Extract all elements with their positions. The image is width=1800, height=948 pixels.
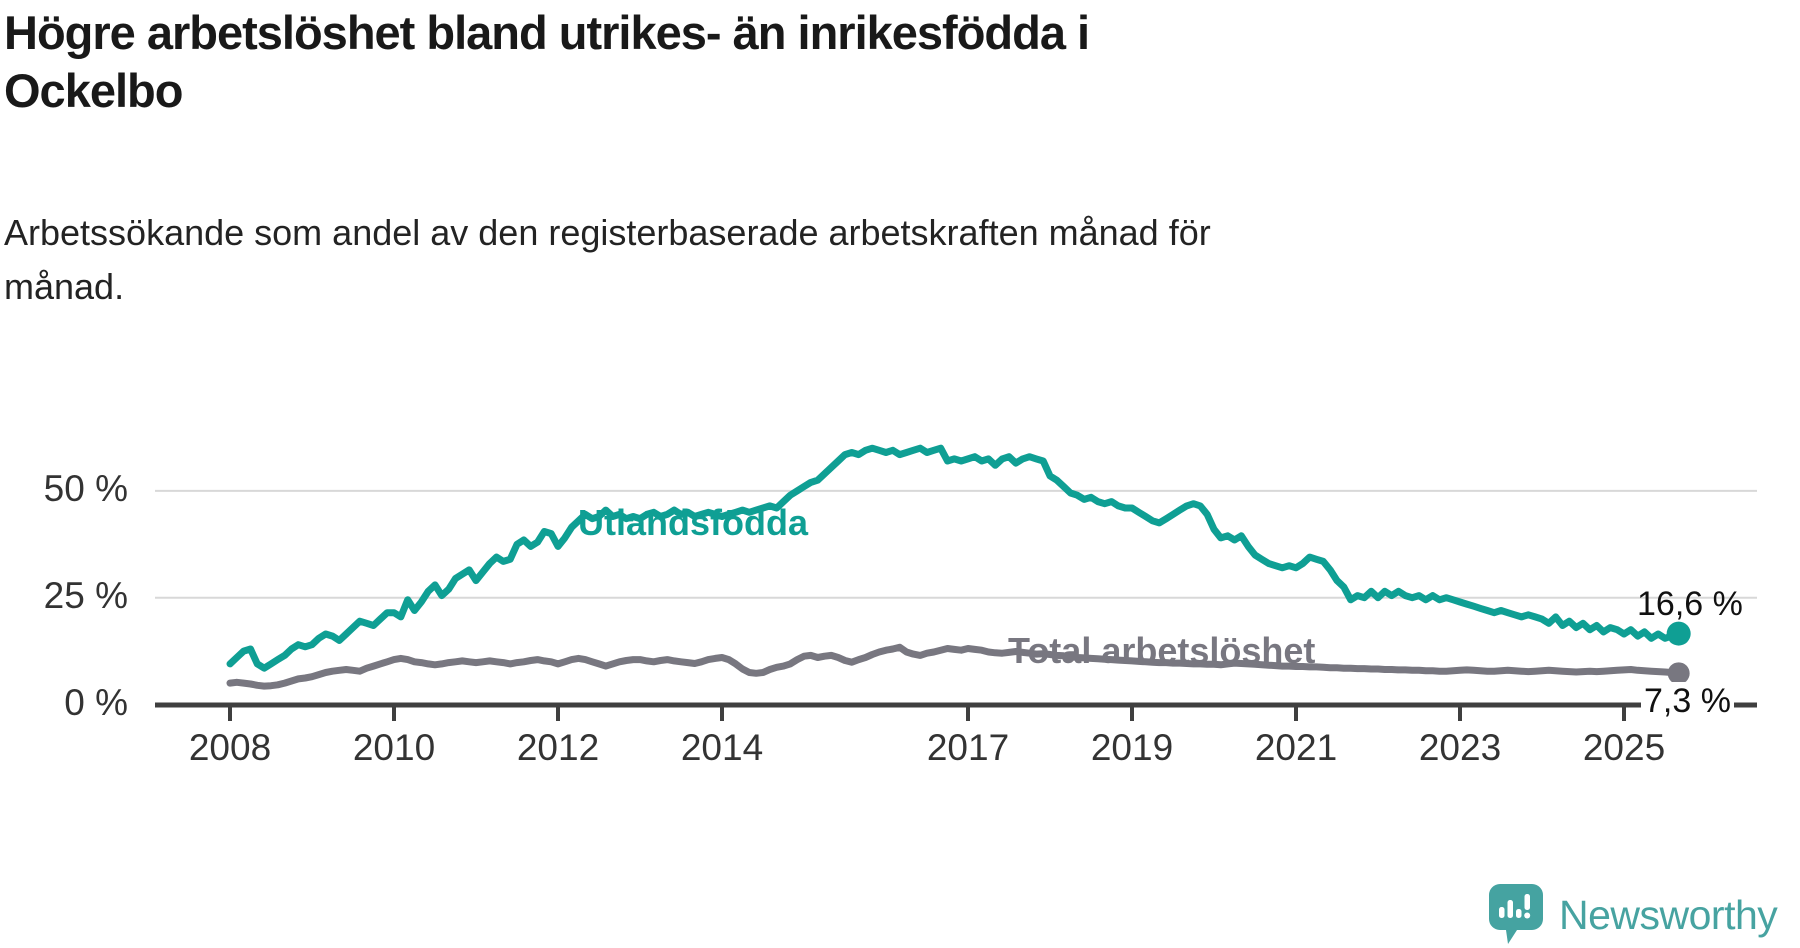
series-end-dot-Utlandsfödda [1666, 621, 1691, 646]
end-value-label-utlandsfodda: 16,6 % [1637, 585, 1743, 623]
y-tick-label: 50 % [43, 467, 128, 509]
x-tick-label: 2025 [1582, 727, 1666, 768]
x-tick-label: 2019 [1090, 727, 1174, 768]
page-title: Högre arbetslöshet bland utrikes- än inr… [4, 6, 1090, 118]
series-label-total-arbetsloshet: Total arbetslöshet [1008, 630, 1316, 671]
newsworthy-logo: Newsworthy [1489, 884, 1778, 946]
x-tick-label: 2010 [352, 727, 436, 768]
x-tick-label: 2008 [188, 727, 272, 768]
y-tick-label: 0 % [64, 681, 128, 723]
x-tick-label: 2014 [680, 727, 764, 768]
x-tick-label: 2023 [1418, 727, 1502, 768]
x-tick-label: 2021 [1254, 727, 1338, 768]
series-label-utlandsfodda: Utlandsfödda [578, 502, 808, 543]
x-tick-label: 2012 [516, 727, 600, 768]
newsworthy-bubble-chart-icon [1489, 884, 1543, 944]
page-subtitle: Arbetssökande som andel av den registerb… [4, 212, 1211, 307]
newsworthy-wordmark: Newsworthy [1559, 891, 1778, 938]
series-line-Total arbetslöshet [226, 643, 1683, 690]
y-tick-label: 25 % [43, 574, 128, 616]
x-tick-label: 2017 [926, 727, 1010, 768]
series-end-dot-Total arbetslöshet [1667, 662, 1690, 685]
series-line-Utlandsfödda [226, 444, 1683, 672]
end-value-label-total: 7,3 % [1641, 682, 1734, 721]
